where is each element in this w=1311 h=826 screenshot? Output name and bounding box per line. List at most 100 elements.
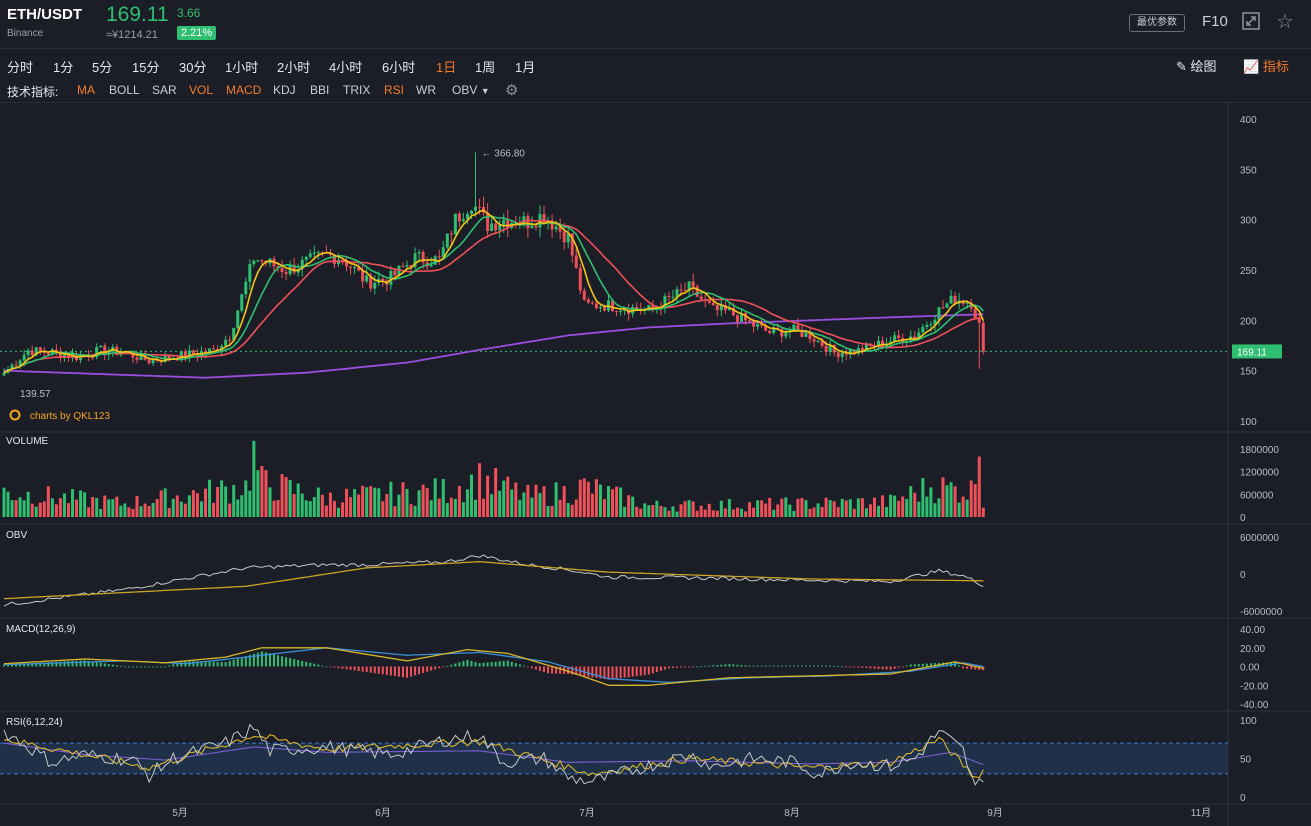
- macd-histogram-bar: [305, 661, 308, 667]
- macd-histogram-bar: [764, 665, 767, 667]
- candle-body: [498, 224, 502, 231]
- indicator-rsi[interactable]: RSI: [384, 83, 405, 97]
- indicator-vol[interactable]: VOL: [189, 83, 214, 97]
- candle-body: [897, 335, 901, 339]
- macd-histogram-bar: [543, 666, 546, 673]
- volume-bar: [784, 497, 788, 517]
- volume-bar: [627, 495, 631, 517]
- candle-body: [486, 212, 490, 232]
- volume-bar: [772, 509, 776, 517]
- volume-bar: [719, 500, 723, 517]
- volume-bar: [844, 500, 848, 517]
- indicator-sar[interactable]: SAR: [152, 83, 177, 97]
- macd-histogram-bar: [837, 666, 840, 667]
- best-params-button[interactable]: 最优参数: [1129, 14, 1185, 32]
- expand-icon[interactable]: [1242, 12, 1260, 30]
- macd-histogram-bar: [510, 661, 513, 667]
- candle-body: [836, 352, 840, 357]
- volume-bar: [18, 497, 22, 517]
- timeframe-tab[interactable]: 30分: [179, 60, 207, 75]
- gear-icon[interactable]: ⚙: [505, 82, 519, 99]
- timeframe-tab[interactable]: 1小时: [225, 60, 259, 75]
- macd-histogram-bar: [800, 665, 803, 667]
- volume-bar: [969, 480, 973, 517]
- macd-histogram-bar: [192, 661, 195, 667]
- candle-body: [244, 281, 248, 295]
- f10-button[interactable]: F10: [1202, 13, 1228, 30]
- indicator-wr[interactable]: WR: [416, 83, 436, 97]
- macd-histogram-bar: [293, 659, 296, 667]
- macd-histogram-bar: [164, 666, 167, 668]
- moving-average-lines: [3, 209, 985, 374]
- indicator-obv-dropdown[interactable]: OBV ▼: [452, 83, 490, 97]
- volume-bar: [856, 498, 860, 517]
- timeframe-tab-active[interactable]: 1日: [436, 60, 457, 75]
- star-icon[interactable]: ☆: [1276, 11, 1294, 33]
- volume-bar: [163, 488, 167, 517]
- macd-histogram-bar: [264, 652, 267, 667]
- macd-histogram-bar: [107, 664, 110, 667]
- timeframe-tab[interactable]: 1周: [475, 60, 496, 75]
- volume-bar: [582, 478, 586, 517]
- macd-histogram-bar: [655, 666, 658, 673]
- timeframe-tab[interactable]: 4小时: [329, 60, 363, 75]
- macd-histogram-bar: [946, 662, 949, 667]
- timeframe-tab[interactable]: 15分: [132, 60, 160, 75]
- draw-button[interactable]: ✎ 绘图: [1176, 56, 1217, 75]
- indicator-bar: 技术指标: MA BOLL SAR VOL MACD KDJ BBI TRIX …: [0, 78, 1311, 103]
- volume-bar: [212, 502, 216, 517]
- volume-bar: [723, 508, 727, 517]
- price-chart[interactable]: 400 350 300 250 200 150 100 169.11 ← 366.80 139.5…: [0, 103, 1311, 826]
- candle-body: [731, 308, 735, 316]
- volume-bar: [248, 490, 252, 517]
- macd-histogram-bar: [15, 663, 18, 667]
- macd-histogram-bar: [212, 661, 215, 667]
- volume-bar: [244, 480, 248, 517]
- candle-body: [784, 332, 788, 337]
- macd-histogram-bar: [341, 666, 344, 669]
- price-axis-tick: 300: [1240, 216, 1257, 227]
- indicator-macd[interactable]: MACD: [226, 83, 262, 97]
- volume-bar: [373, 487, 377, 517]
- indicator-kdj[interactable]: KDJ: [273, 83, 296, 97]
- macd-histogram-bar: [897, 666, 900, 668]
- macd-histogram-bar: [692, 666, 695, 668]
- indicator-ma[interactable]: MA: [77, 83, 95, 97]
- volume-bar: [236, 499, 240, 517]
- macd-histogram-bar: [970, 666, 973, 670]
- indicator-trix[interactable]: TRIX: [343, 83, 371, 97]
- candle-body: [506, 219, 510, 228]
- volume-bar: [300, 493, 304, 517]
- indicator-bbi[interactable]: BBI: [310, 83, 330, 97]
- candle-body: [224, 339, 228, 346]
- macd-histogram-bar: [881, 666, 884, 670]
- candle-body: [453, 213, 457, 235]
- indicators-button[interactable]: 📈 指标: [1243, 56, 1289, 75]
- volume-bar: [99, 509, 103, 517]
- candle-body: [860, 348, 864, 352]
- exchange-name: Binance: [7, 28, 44, 39]
- volume-label: VOLUME: [6, 436, 49, 447]
- timeframe-tab[interactable]: 2小时: [277, 60, 311, 75]
- timeframe-tab[interactable]: 6小时: [382, 60, 416, 75]
- macd-histogram-bar: [446, 665, 449, 667]
- timeframe-tab[interactable]: 1分: [53, 60, 74, 75]
- macd-histogram-bar: [744, 665, 747, 667]
- volume-bar: [800, 497, 804, 517]
- macd-histogram-bar: [768, 665, 771, 667]
- volume-bar: [917, 501, 921, 517]
- line-chart-icon: 📈: [1243, 59, 1260, 74]
- indicator-boll[interactable]: BOLL: [109, 83, 140, 97]
- obv-line: [3, 554, 984, 607]
- macd-histogram-bar: [115, 665, 118, 667]
- timeframe-tab[interactable]: 1月: [515, 60, 536, 75]
- timeframe-tab[interactable]: 分时: [7, 60, 34, 75]
- timeframe-tab[interactable]: 5分: [92, 60, 113, 75]
- macd-histogram-bar: [268, 653, 271, 667]
- macd-histogram-bar: [631, 666, 634, 677]
- volume-bar: [893, 495, 897, 517]
- volume-bar: [820, 507, 824, 517]
- candle-body: [236, 310, 240, 328]
- volume-bar: [977, 456, 981, 517]
- volume-bar: [957, 502, 961, 517]
